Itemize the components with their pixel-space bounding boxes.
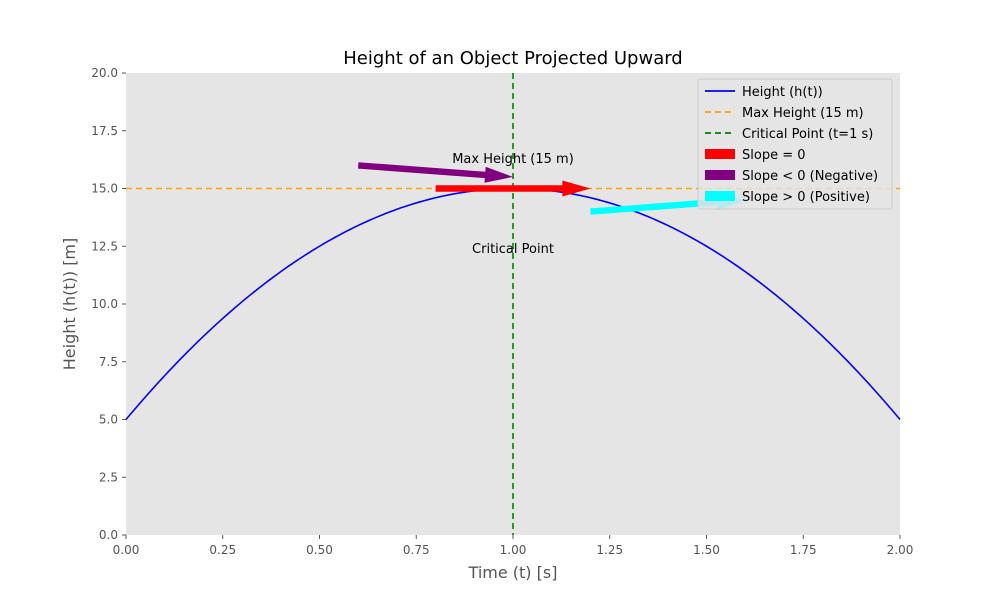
x-tick-label: 0.50 <box>306 543 333 557</box>
legend-label: Max Height (15 m) <box>742 106 864 121</box>
slope-positive-arrow <box>590 194 746 215</box>
legend-label: Slope < 0 (Negative) <box>742 169 878 184</box>
axes-layer: 0.00 0.25 0.50 0.75 1.00 1.25 1.50 1.75 2.00 0.0 2… <box>91 66 913 557</box>
legend-label: Critical Point (t=1 s) <box>742 127 873 142</box>
x-tick-label: 1.75 <box>790 543 817 557</box>
y-tick-label: 0.0 <box>99 528 118 542</box>
y-tick-label: 20.0 <box>91 66 118 80</box>
y-tick-label: 15.0 <box>91 182 118 196</box>
y-tick-label: 2.5 <box>99 470 118 484</box>
legend: Height (h(t)) Max Height (15 m) Critical P… <box>697 78 893 210</box>
legend-swatch <box>705 170 735 180</box>
critical-point-annotation: Critical Point <box>472 242 554 257</box>
slope-zero-arrow <box>435 180 591 197</box>
x-tick-label: 2.00 <box>887 543 914 557</box>
y-tick-label: 5.0 <box>99 413 118 427</box>
y-tick-label: 10.0 <box>91 297 118 311</box>
chart-title: Height of an Object Projected Upward <box>343 48 682 69</box>
x-tick-label: 0.75 <box>403 543 430 557</box>
annotation-layer: Max Height (15 m) Critical Point <box>452 152 574 257</box>
legend-label: Slope = 0 <box>742 148 806 163</box>
max-height-annotation: Max Height (15 m) <box>452 152 574 167</box>
legend-swatch <box>705 149 735 159</box>
x-tick-label: 0.00 <box>113 543 140 557</box>
arrow-layer <box>358 162 746 215</box>
y-axis-label: Height (h(t)) [m] <box>60 238 79 371</box>
x-axis-label: Time (t) [s] <box>468 563 558 582</box>
x-tick-label: 1.50 <box>693 543 720 557</box>
x-tick-label: 1.25 <box>596 543 623 557</box>
legend-label: Height (h(t)) <box>742 85 823 100</box>
y-tick-label: 12.5 <box>91 239 118 253</box>
legend-box <box>697 78 893 210</box>
x-tick-label: 0.25 <box>209 543 236 557</box>
slope-negative-arrow <box>358 162 513 183</box>
y-tick-label: 7.5 <box>99 355 118 369</box>
legend-label: Slope > 0 (Positive) <box>742 190 870 205</box>
legend-swatch <box>705 191 735 201</box>
x-tick-label: 1.00 <box>500 543 527 557</box>
legend-items: Height (h(t)) Max Height (15 m) Critical P… <box>705 85 878 205</box>
y-tick-label: 17.5 <box>91 124 118 138</box>
